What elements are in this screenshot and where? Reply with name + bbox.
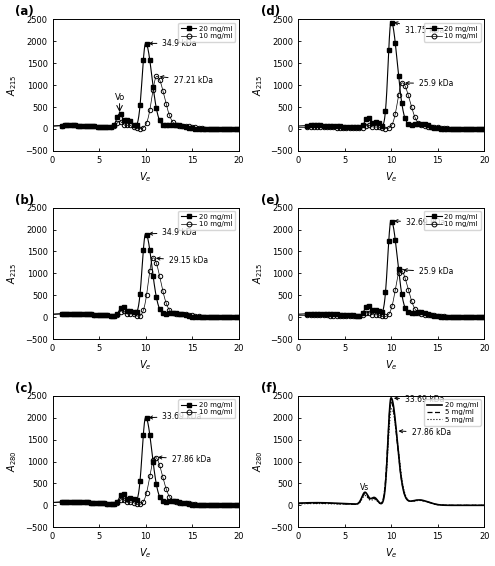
Text: (f): (f): [261, 382, 277, 395]
Text: 33.69 kDa: 33.69 kDa: [395, 396, 445, 404]
Y-axis label: $A_{215}$: $A_{215}$: [251, 263, 265, 284]
Legend: 20 mg/ml, 10 mg/ml: 20 mg/ml, 10 mg/ml: [178, 211, 235, 230]
Text: (e): (e): [261, 194, 280, 207]
Y-axis label: $A_{215}$: $A_{215}$: [5, 263, 19, 284]
Text: 34.9 kDa: 34.9 kDa: [149, 38, 197, 48]
X-axis label: $V_e$: $V_e$: [140, 170, 152, 184]
Text: (d): (d): [261, 6, 280, 19]
Legend: 20 mg/ml, 10 mg/ml: 20 mg/ml, 10 mg/ml: [178, 399, 235, 418]
Text: (b): (b): [15, 194, 34, 207]
Text: 27.86 kDa: 27.86 kDa: [159, 454, 211, 464]
X-axis label: $V_e$: $V_e$: [385, 547, 397, 560]
Legend: 20 mg/ml, 10 mg/ml: 20 mg/ml, 10 mg/ml: [424, 211, 481, 230]
X-axis label: $V_e$: $V_e$: [385, 170, 397, 184]
Text: Vo: Vo: [115, 93, 125, 101]
X-axis label: $V_e$: $V_e$: [140, 547, 152, 560]
Text: 34.9 kDa: 34.9 kDa: [149, 228, 197, 237]
Text: 27.21 kDa: 27.21 kDa: [161, 76, 212, 85]
Text: (a): (a): [15, 6, 34, 19]
Text: 25.9 kDa: 25.9 kDa: [404, 267, 453, 276]
Text: 29.15 kDa: 29.15 kDa: [157, 256, 208, 265]
Legend: 20 mg/ml, 5 mg/ml, 5 mg/ml: 20 mg/ml, 5 mg/ml, 5 mg/ml: [424, 399, 481, 426]
Text: 25.9 kDa: 25.9 kDa: [406, 79, 453, 88]
Text: 31.75 kDa: 31.75 kDa: [395, 22, 445, 35]
X-axis label: $V_e$: $V_e$: [140, 358, 152, 372]
Legend: 20 mg/ml, 10 mg/ml: 20 mg/ml, 10 mg/ml: [178, 23, 235, 42]
X-axis label: $V_e$: $V_e$: [385, 358, 397, 372]
Text: 33.69 kDa: 33.69 kDa: [149, 412, 202, 421]
Legend: 20 mg/ml, 10 mg/ml: 20 mg/ml, 10 mg/ml: [424, 23, 481, 42]
Y-axis label: $A_{280}$: $A_{280}$: [5, 451, 19, 473]
Text: Vs: Vs: [360, 483, 370, 492]
Y-axis label: $A_{215}$: $A_{215}$: [5, 74, 19, 96]
Y-axis label: $A_{215}$: $A_{215}$: [251, 74, 265, 96]
Y-axis label: $A_{280}$: $A_{280}$: [251, 451, 265, 473]
Text: 27.86 kDa: 27.86 kDa: [399, 428, 450, 437]
Text: (c): (c): [15, 382, 33, 395]
Text: 32.69 kDa: 32.69 kDa: [395, 218, 445, 227]
